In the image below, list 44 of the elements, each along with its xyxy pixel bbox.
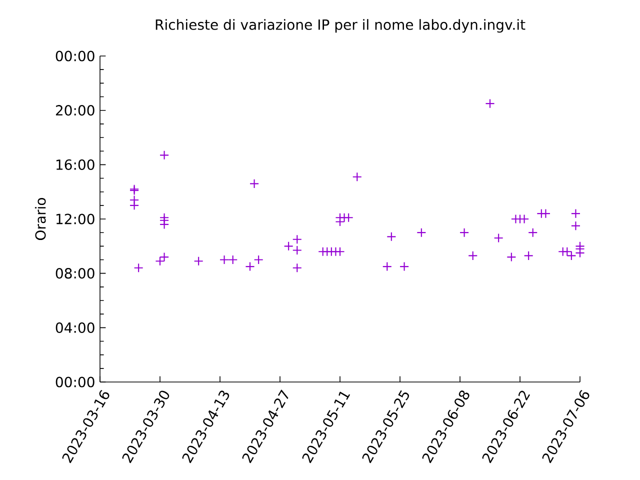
y-tick-label: 20:00 <box>56 105 94 116</box>
point <box>506 252 516 262</box>
point <box>494 233 504 243</box>
point <box>284 241 294 251</box>
point <box>129 200 140 210</box>
point <box>524 250 534 260</box>
point <box>344 212 354 222</box>
y-tick-label: 04:00 <box>56 322 94 333</box>
point <box>485 98 495 108</box>
point <box>159 220 170 230</box>
y-tick-label: 00:00 <box>56 50 94 62</box>
point <box>159 252 170 262</box>
chart-title: Richieste di variazione IP per il nome labo.dyn.ingv.it <box>156 19 526 33</box>
point <box>292 234 302 244</box>
point <box>155 256 165 266</box>
point <box>468 250 478 260</box>
point <box>292 263 302 273</box>
y-tick-label: 12:00 <box>56 214 94 224</box>
point <box>292 245 302 256</box>
point <box>335 246 345 256</box>
y-tick-label: 00:00 <box>56 376 94 388</box>
point <box>219 254 230 265</box>
point <box>575 248 585 258</box>
point <box>416 228 426 238</box>
point <box>382 262 392 272</box>
point <box>228 254 238 265</box>
point <box>399 262 410 272</box>
point <box>386 232 396 242</box>
y-tick-label: 08:00 <box>56 268 94 279</box>
point <box>570 208 581 218</box>
point <box>159 150 170 160</box>
y-tick-label: 16:00 <box>56 159 94 170</box>
point <box>540 208 551 218</box>
point <box>249 178 260 188</box>
point <box>245 262 255 272</box>
point <box>194 256 204 266</box>
point <box>570 220 581 231</box>
point <box>528 228 538 238</box>
point <box>134 263 144 273</box>
point <box>352 172 362 182</box>
y-axis-title: Orario <box>34 198 46 240</box>
point <box>459 228 470 238</box>
point <box>254 254 264 265</box>
point <box>335 216 345 227</box>
